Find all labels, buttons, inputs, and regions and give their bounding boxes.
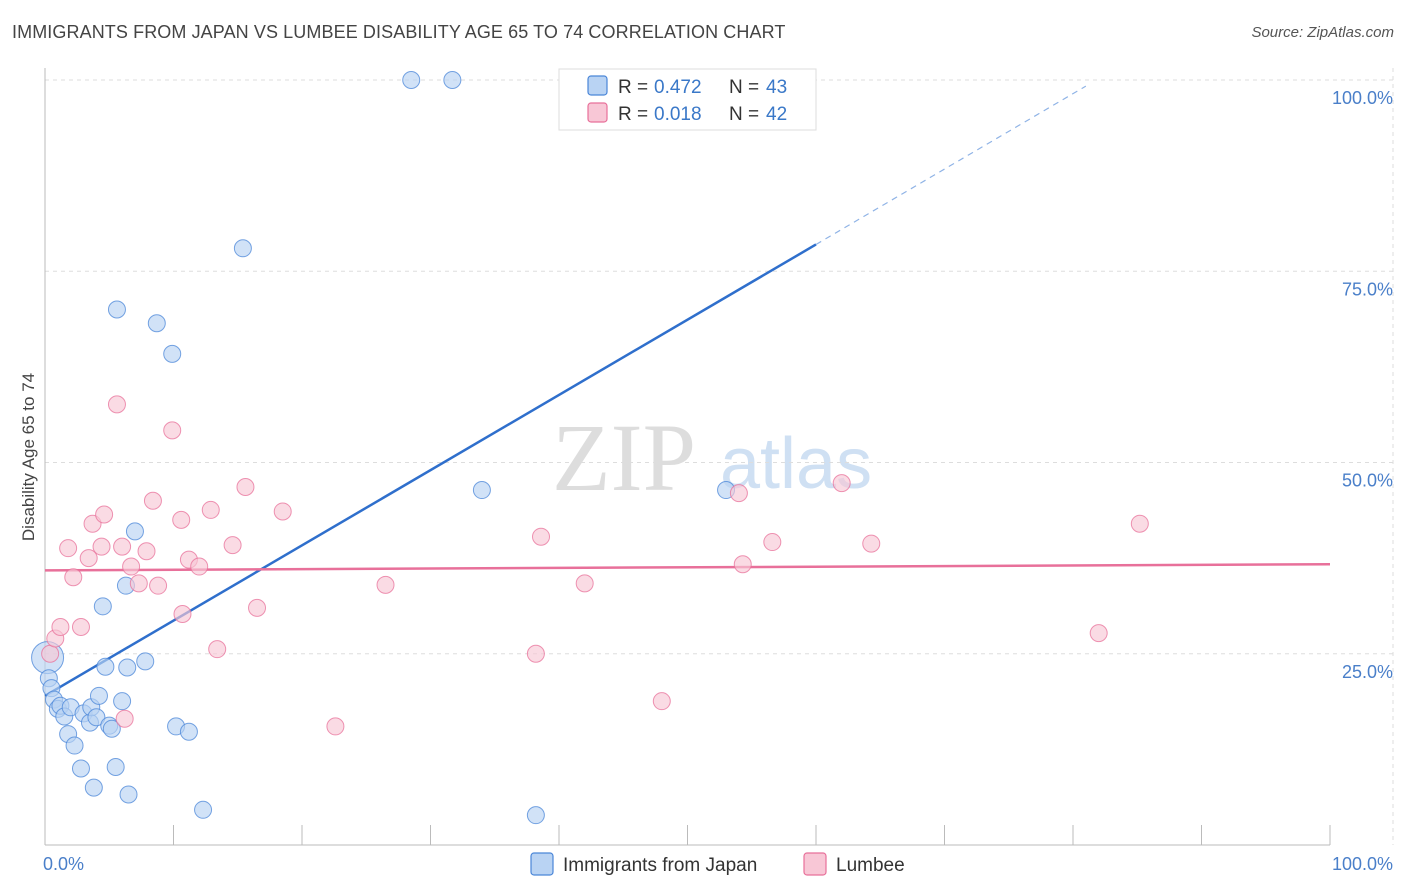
bottom-legend: Immigrants from Japan Lumbee <box>530 852 905 876</box>
legend-n-label-2: N = <box>729 104 759 125</box>
data-point-japan <box>119 785 138 804</box>
bottom-legend-swatch-japan <box>530 852 554 876</box>
data-point-japan <box>65 736 84 755</box>
data-point-lumbee <box>326 717 345 736</box>
data-point-lumbee <box>208 640 227 659</box>
y-tick-label: 100.0% <box>1332 88 1393 108</box>
bottom-legend-swatch-lumbee <box>803 852 827 876</box>
legend-r-value-1: 0.472 <box>654 77 702 98</box>
bottom-legend-lumbee: Lumbee <box>836 855 905 876</box>
data-point-lumbee <box>376 575 395 594</box>
data-point-japan <box>89 686 108 705</box>
data-point-lumbee <box>51 617 70 636</box>
legend-r-value-2: 0.018 <box>654 104 702 125</box>
data-point-japan <box>179 722 198 741</box>
trend-line-lumbee <box>44 562 1331 572</box>
data-point-japan <box>163 344 182 363</box>
data-point-japan <box>96 657 115 676</box>
bottom-legend-japan: Immigrants from Japan <box>563 855 757 876</box>
data-point-japan <box>84 778 103 797</box>
legend-n-label-1: N = <box>729 77 759 98</box>
data-point-lumbee <box>172 510 191 529</box>
data-point-lumbee <box>95 505 114 524</box>
legend-swatch-lumbee <box>587 102 608 123</box>
data-point-japan <box>194 800 213 819</box>
data-point-japan <box>118 658 137 677</box>
data-point-japan <box>93 597 112 616</box>
data-point-lumbee <box>64 568 83 587</box>
legend-swatch-japan <box>587 75 608 96</box>
data-point-lumbee <box>129 574 148 593</box>
data-point-lumbee <box>729 484 748 503</box>
data-point-lumbee <box>41 644 60 663</box>
legend-n-value-2: 42 <box>766 104 787 125</box>
data-point-lumbee <box>526 644 545 663</box>
data-point-lumbee <box>113 537 132 556</box>
data-point-lumbee <box>71 617 90 636</box>
data-point-lumbee <box>137 542 156 561</box>
data-point-lumbee <box>733 555 752 574</box>
data-point-japan <box>443 71 462 89</box>
data-point-lumbee <box>1130 514 1149 533</box>
axes: 25.0% 50.0% 75.0% 100.0% 0.0% 100.0% <box>43 68 1393 874</box>
data-point-lumbee <box>107 395 126 414</box>
data-point-lumbee <box>122 557 141 576</box>
source-label: Source: ZipAtlas.com <box>1251 24 1394 41</box>
y-tick-label: 50.0% <box>1342 471 1393 491</box>
data-point-japan <box>402 71 421 89</box>
data-point-japan <box>136 652 155 671</box>
data-point-lumbee <box>532 527 551 546</box>
data-point-lumbee <box>832 474 851 493</box>
data-point-japan <box>113 692 132 711</box>
trend-line-japan-extension <box>815 85 1087 245</box>
data-point-lumbee <box>149 576 168 595</box>
data-point-japan <box>472 481 491 500</box>
data-point-lumbee <box>862 534 881 553</box>
data-point-lumbee <box>163 421 182 440</box>
data-point-lumbee <box>652 692 671 711</box>
data-point-lumbee <box>201 500 220 519</box>
legend: R = 0.472 N = 43 R = 0.018 N = 42 <box>558 68 817 131</box>
data-point-lumbee <box>115 709 134 728</box>
x-tick-label-start: 0.0% <box>43 854 84 874</box>
data-point-lumbee <box>143 491 162 510</box>
watermark-zip: ZIP <box>552 404 696 511</box>
data-point-japan <box>233 239 252 258</box>
data-point-japan <box>87 708 106 727</box>
chart-title: IMMIGRANTS FROM JAPAN VS LUMBEE DISABILI… <box>12 22 786 42</box>
data-point-japan <box>71 759 90 778</box>
y-axis-label: Disability Age 65 to 74 <box>19 373 38 541</box>
y-tick-label: 75.0% <box>1342 279 1393 299</box>
data-point-japan <box>106 757 125 776</box>
data-point-lumbee <box>248 598 267 617</box>
trend-line-japan <box>44 243 817 697</box>
trend-lines <box>44 85 1331 697</box>
data-point-japan <box>102 719 121 738</box>
y-tick-label: 25.0% <box>1342 662 1393 682</box>
legend-n-value-1: 43 <box>766 77 787 98</box>
data-point-lumbee <box>273 502 292 521</box>
data-point-lumbee <box>575 574 594 593</box>
data-point-lumbee <box>236 477 255 496</box>
data-point-lumbee <box>223 536 242 555</box>
data-point-japan <box>526 806 545 825</box>
legend-r-label-1: R = <box>618 77 648 98</box>
data-point-lumbee <box>1089 624 1108 643</box>
data-point-japan <box>147 314 166 333</box>
data-point-lumbee <box>59 539 78 558</box>
data-point-japan <box>107 300 126 319</box>
x-tick-label-end: 100.0% <box>1332 854 1393 874</box>
data-point-lumbee <box>92 537 111 556</box>
data-points <box>31 71 1149 825</box>
data-point-lumbee <box>79 549 98 568</box>
data-point-lumbee <box>190 557 209 576</box>
legend-r-label-2: R = <box>618 104 648 125</box>
data-point-japan <box>125 522 144 541</box>
data-point-lumbee <box>763 533 782 552</box>
data-point-lumbee <box>173 604 192 623</box>
